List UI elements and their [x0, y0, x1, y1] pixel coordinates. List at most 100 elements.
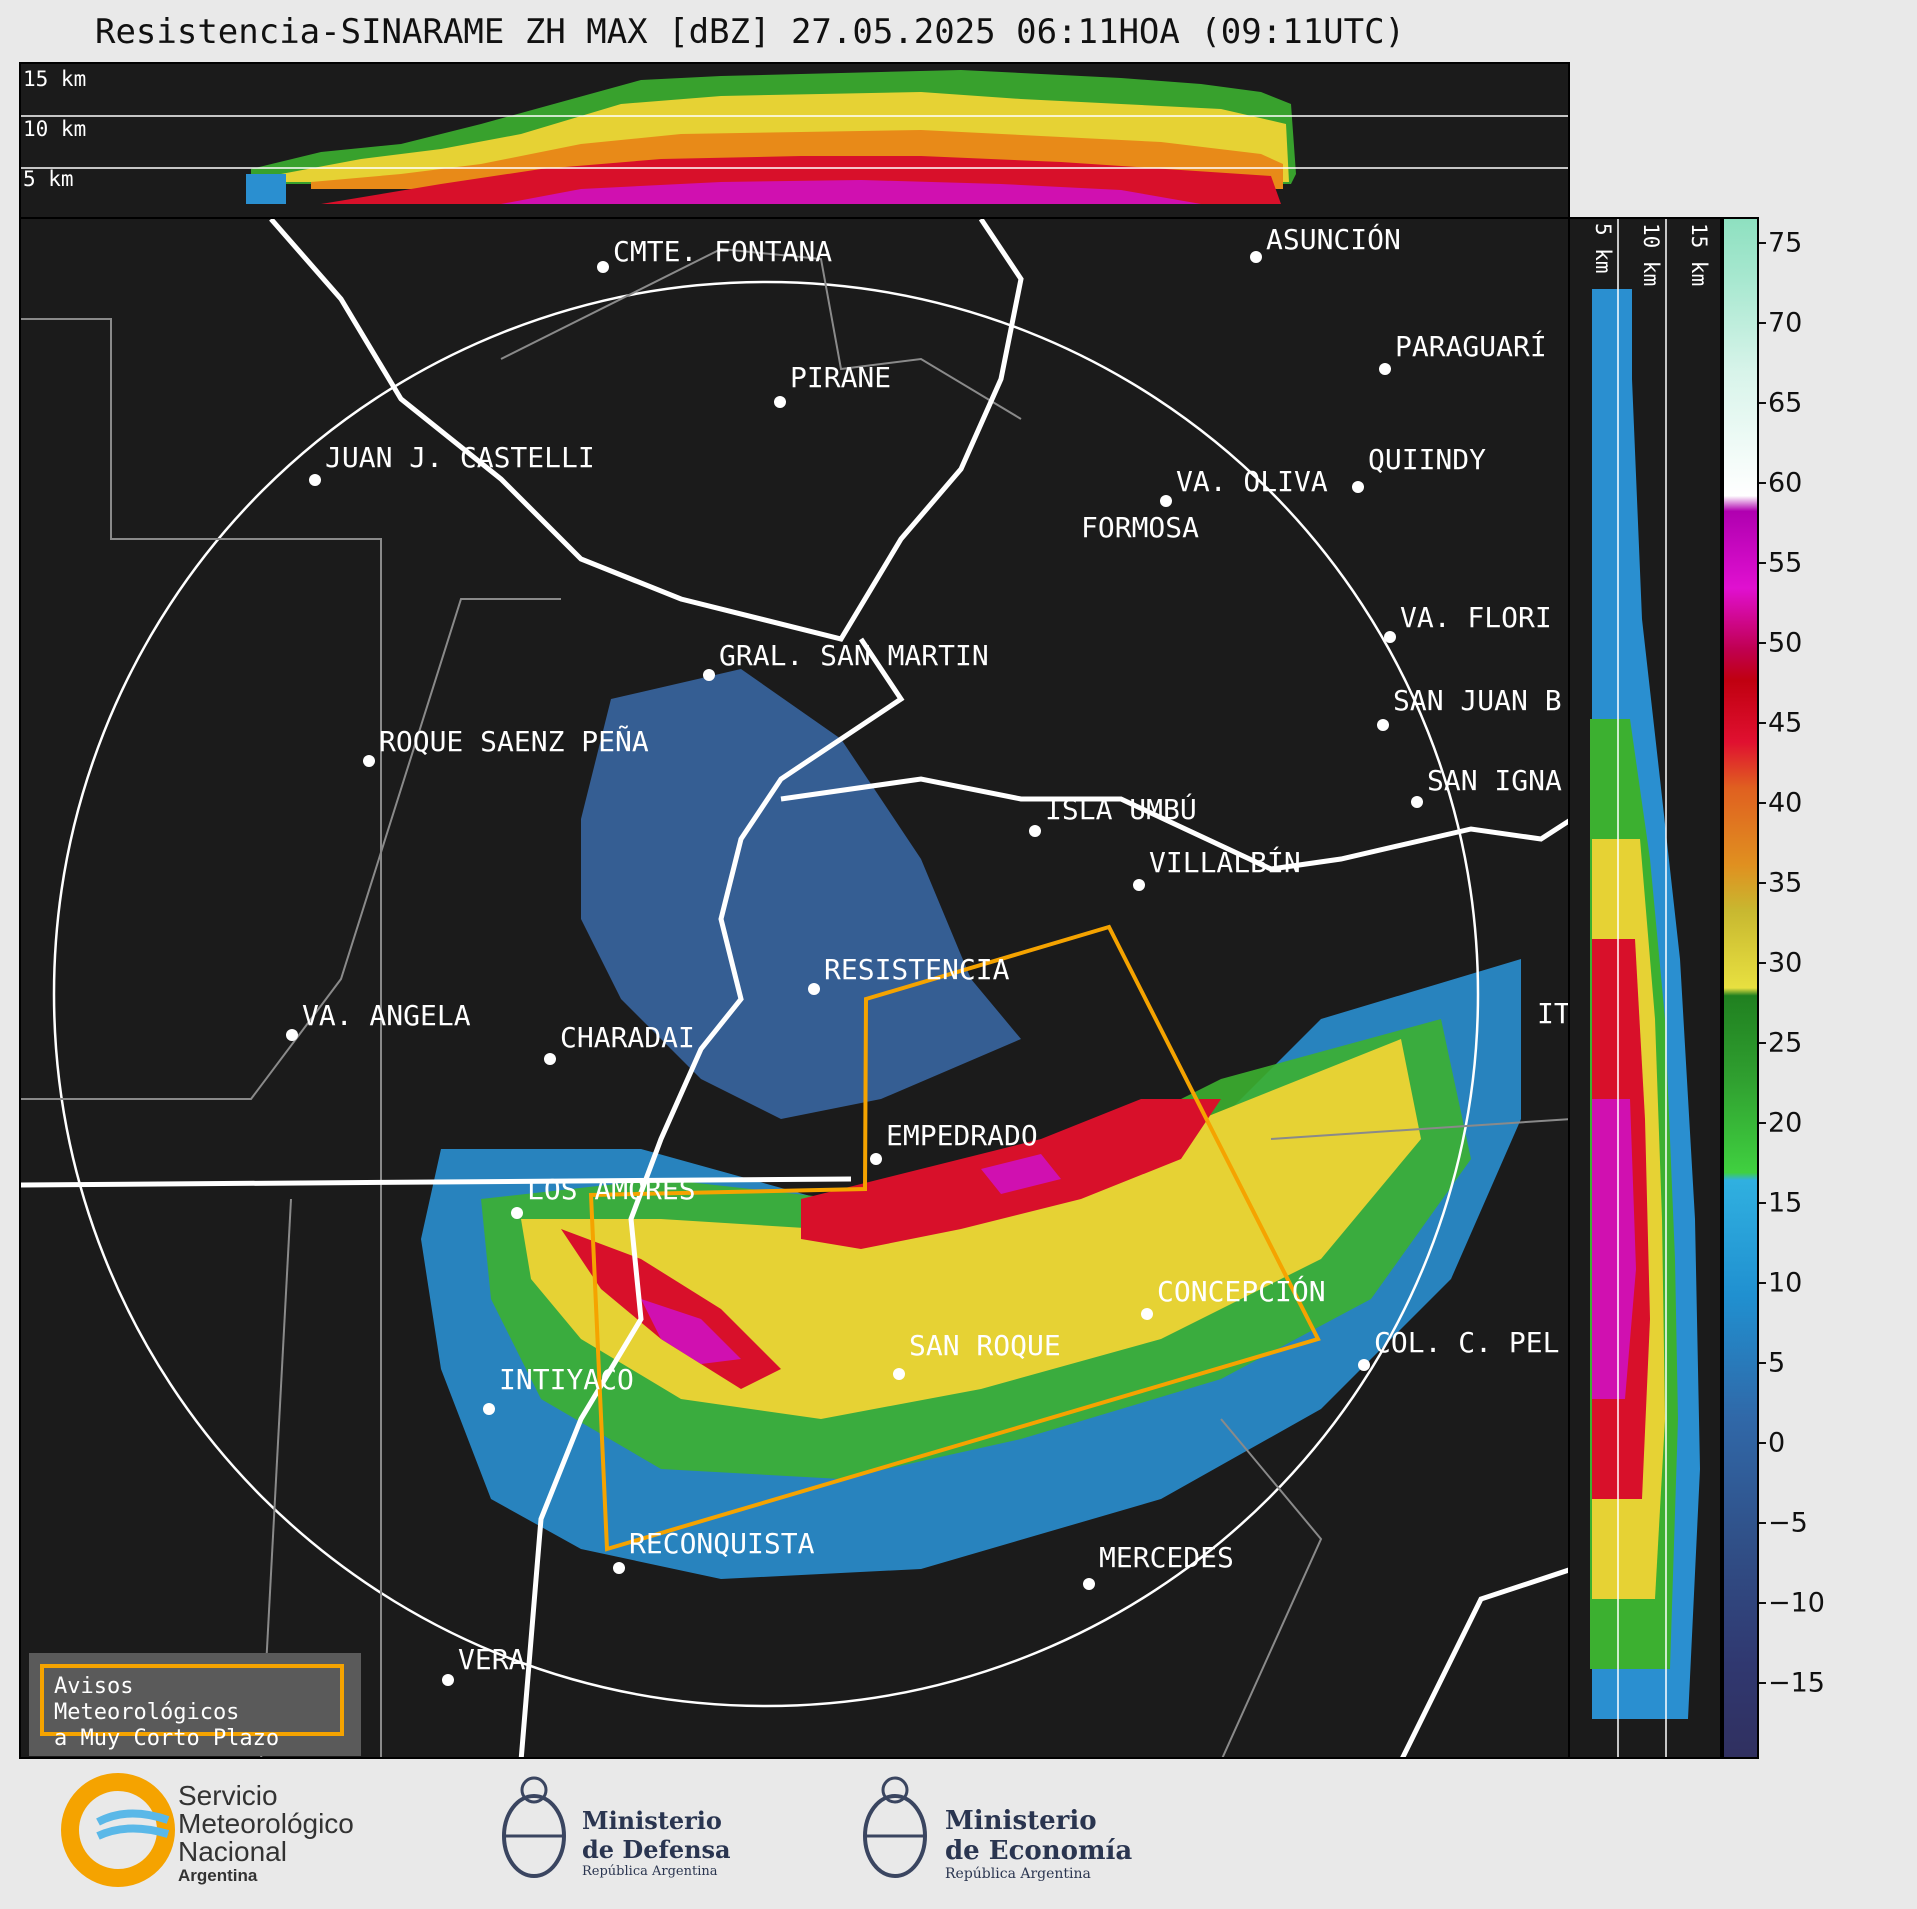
city-dot: [544, 1053, 556, 1065]
city-dot: [442, 1674, 454, 1686]
colorbar-tick-mark: [1759, 642, 1766, 644]
colorbar-tick-label: 0: [1768, 1427, 1786, 1459]
defensa-logo: Ministerio de Defensa República Argentin…: [494, 1770, 754, 1890]
colorbar-tick-mark: [1759, 1362, 1766, 1364]
city-label: LOS AMORES: [527, 1173, 696, 1206]
radar-map-plot: CMTE. FONTANA ASUNCIÓN PIRANE PARAGUARÍ …: [21, 219, 1570, 1757]
colorbar-tick-label: 20: [1768, 1107, 1803, 1139]
colorbar-tick-mark: [1759, 1522, 1766, 1524]
range-ring: [52, 280, 1480, 1708]
city-dot: [1384, 631, 1396, 643]
colorbar-tick-mark: [1759, 402, 1766, 404]
echo-low-blue: [246, 174, 286, 204]
city-label: VILLALBÍN: [1149, 845, 1301, 879]
colorbar-tick-mark: [1759, 1682, 1766, 1684]
side-cross-section-plot: 5 km 10 km 15 km: [1590, 219, 1711, 1757]
city-dot: [1133, 879, 1145, 891]
rivers: [21, 219, 1568, 1757]
city-dot: [893, 1368, 905, 1380]
city-dot: [597, 261, 609, 273]
city-label: PIRANE: [790, 361, 891, 394]
smn-line1: Servicio: [178, 1780, 278, 1811]
defensa-line2: de Defensa: [582, 1835, 731, 1864]
city-label: CONCEPCIÓN: [1157, 1274, 1326, 1308]
city-dot: [1141, 1308, 1153, 1320]
colorbar-tick-label: 60: [1768, 467, 1803, 499]
river-line: [1400, 1567, 1568, 1757]
border-line: [500, 247, 1022, 420]
city-label: SAN ROQUE: [909, 1329, 1061, 1362]
border-line: [21, 318, 382, 1757]
colorbar-tick-label: 45: [1768, 707, 1803, 739]
colorbar-tick-label: 30: [1768, 947, 1803, 979]
city-label: QUIINDY: [1368, 443, 1486, 476]
colorbar-tick-label: 70: [1768, 307, 1803, 339]
city-label: MERCEDES: [1099, 1541, 1234, 1574]
page-title: Resistencia-SINARAME ZH MAX [dBZ] 27.05.…: [94, 12, 1406, 52]
top-cross-section-plot: 15 km 10 km 5 km: [21, 67, 1568, 204]
radar-map: CMTE. FONTANA ASUNCIÓN PIRANE PARAGUARÍ …: [19, 217, 1570, 1759]
city-label: FORMOSA: [1081, 511, 1199, 544]
economia-logo: Ministerio de Economía República Argenti…: [855, 1770, 1155, 1890]
echo-side-magenta: [1592, 1099, 1636, 1399]
smn-line4: Argentina: [178, 1866, 258, 1885]
river-line: [21, 1176, 852, 1188]
colorbar-tick-mark: [1759, 882, 1766, 884]
river-line: [269, 219, 1024, 642]
colorbar-tick-mark: [1759, 1122, 1766, 1124]
city-label: RESISTENCIA: [824, 953, 1010, 986]
height-label-10km: 10 km: [23, 117, 86, 141]
city-label: GRAL. SAN MARTIN: [719, 639, 989, 672]
economia-line1: Ministerio: [945, 1806, 1097, 1836]
city-dot: [1160, 495, 1172, 507]
colorbar-tick-mark: [1759, 1282, 1766, 1284]
colorbar-tick-label: −5: [1768, 1507, 1808, 1539]
colorbar-tick-label: 35: [1768, 867, 1803, 899]
city-dot: [286, 1029, 298, 1041]
city-dot: [1379, 363, 1391, 375]
city-dot: [870, 1153, 882, 1165]
smn-logo-icon: [61, 1773, 175, 1887]
smn-line2: Meteorológico: [178, 1808, 354, 1839]
colorbar-tick-label: 25: [1768, 1027, 1803, 1059]
city-label: VA. OLIVA: [1176, 465, 1328, 498]
colorbar-tick-label: 10: [1768, 1267, 1803, 1299]
aviso-badge: Avisos Meteorológicos a Muy Corto Plazo: [29, 1653, 361, 1756]
reflectivity-echoes: [421, 669, 1521, 1579]
colorbar-tick-label: 15: [1768, 1187, 1803, 1219]
colorbar-tick-mark: [1759, 562, 1766, 564]
city-dot: [774, 396, 786, 408]
colorbar-tick-mark: [1759, 1202, 1766, 1204]
colorbar: [1722, 217, 1759, 1759]
warning-polygon: [588, 924, 1321, 1552]
city-dot: [1083, 1578, 1095, 1590]
city-dot: [1411, 796, 1423, 808]
colorbar-tick-label: −10: [1768, 1587, 1825, 1619]
aviso-line2: a Muy Corto Plazo: [54, 1726, 280, 1751]
city-label: SAN JUAN B: [1393, 684, 1562, 717]
city-label: ROQUE SAENZ PEÑA: [379, 724, 649, 758]
colorbar-tick-mark: [1759, 242, 1766, 244]
city-dot: [703, 669, 715, 681]
river-line: [780, 776, 1568, 872]
height-label-5km: 5 km: [23, 167, 74, 191]
colorbar-tick-label: 55: [1768, 547, 1803, 579]
height-label-10km: 10 km: [1639, 223, 1663, 286]
border-line: [1220, 1418, 1323, 1757]
smn-line3: Nacional: [178, 1836, 287, 1867]
city-dot: [1250, 251, 1262, 263]
economia-line3: República Argentina: [945, 1866, 1091, 1882]
colorbar-tick-label: −15: [1768, 1667, 1825, 1699]
city-label: COL. C. PEL: [1374, 1326, 1559, 1359]
colorbar-tick-label: 5: [1768, 1347, 1786, 1379]
city-label: JUAN J. CASTELLI: [325, 441, 595, 474]
colorbar-tick-mark: [1759, 1602, 1766, 1604]
defensa-line1: Ministerio: [582, 1806, 722, 1835]
city-dot: [1029, 825, 1041, 837]
echo-region-red: [561, 1099, 1221, 1389]
river-line: [518, 637, 905, 1757]
city-label: VA. ANGELA: [302, 999, 471, 1032]
city-dot: [1358, 1359, 1370, 1371]
colorbar-tick-label: 75: [1768, 227, 1803, 259]
city-label: IT: [1537, 997, 1570, 1030]
